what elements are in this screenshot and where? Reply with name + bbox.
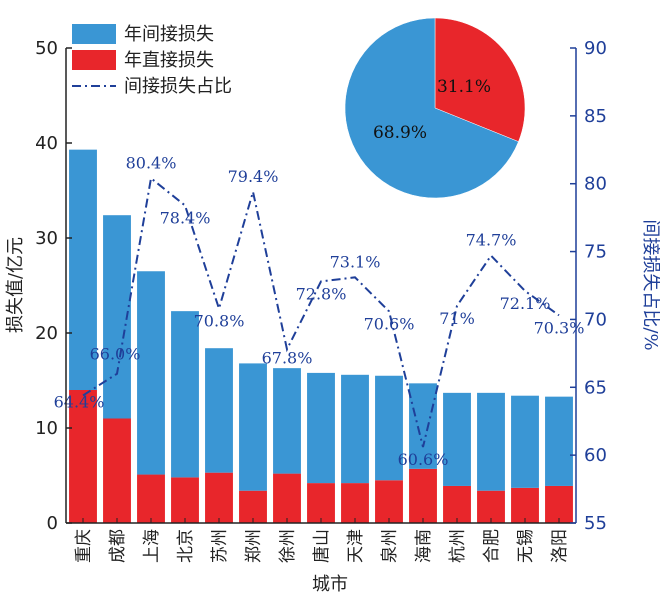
- ratio-label-10: 70.6%: [364, 314, 415, 333]
- bar-direct-7: [273, 473, 301, 523]
- ratio-label-5: 70.8%: [194, 312, 245, 331]
- y-tick-label-40: 40: [35, 133, 58, 154]
- x-tick-label-10: 泉州: [380, 529, 400, 563]
- ratio-line: [82, 176, 560, 448]
- bar-indirect-6: [239, 363, 267, 491]
- bar-indirect-9: [341, 374, 369, 484]
- x-tick-label-15: 洛阳: [550, 529, 570, 563]
- legend-label-3: 间接损失占比: [124, 76, 232, 97]
- bar-indirect-1: [69, 149, 97, 390]
- ratio-label-3: 80.4%: [126, 153, 177, 172]
- x-tick-label-12: 杭州: [448, 529, 468, 563]
- x-tick-label-6: 郑州: [244, 529, 264, 563]
- legend-swatch-2: [72, 50, 116, 70]
- x-tick-label-4: 北京: [176, 529, 196, 563]
- bar-indirect-15: [545, 396, 573, 486]
- legend-swatch-1: [72, 24, 116, 44]
- ratio-label-12: 71%: [439, 309, 475, 328]
- bar-direct-12: [443, 485, 471, 523]
- ratio-label-15: 70.3%: [534, 318, 585, 337]
- pie-label-1: 68.9%: [373, 123, 427, 143]
- ratio-label-7: 67.8%: [262, 348, 313, 367]
- legend-label-1: 年间接损失: [124, 24, 214, 45]
- pie-slice-2: [434, 17, 526, 142]
- bar-indirect-13: [477, 392, 505, 491]
- y-axis-right-title: 间接损失占比/%: [640, 219, 660, 350]
- bar-direct-13: [477, 490, 505, 523]
- bar-indirect-7: [273, 368, 301, 474]
- ratio-label-9: 73.1%: [330, 252, 381, 271]
- bar-direct-8: [307, 483, 335, 523]
- y-right-tick-label-65: 65: [584, 377, 607, 398]
- pie-slice-1: [344, 17, 519, 199]
- bar-indirect-14: [511, 395, 539, 488]
- bar-direct-11: [409, 468, 437, 523]
- y-tick-label-10: 10: [35, 418, 58, 439]
- pie-label-2: 31.1%: [437, 77, 491, 97]
- legend-label-2: 年直接损失: [124, 50, 214, 71]
- ratio-label-1: 64.4%: [54, 392, 105, 411]
- x-tick-label-5: 苏州: [210, 529, 230, 563]
- x-tick-label-1: 重庆: [74, 529, 94, 563]
- y-right-tick-label-85: 85: [584, 106, 607, 127]
- x-tick-label-3: 上海: [142, 529, 162, 563]
- y-right-tick-label-55: 55: [584, 513, 607, 534]
- y-right-tick-label-90: 90: [584, 38, 607, 59]
- bar-direct-3: [137, 474, 165, 523]
- x-tick-label-8: 唐山: [311, 529, 332, 563]
- bar-direct-4: [171, 477, 199, 523]
- x-tick-label-14: 无锡: [516, 529, 536, 563]
- x-tick-label-9: 天津: [346, 529, 366, 563]
- y-tick-label-30: 30: [35, 228, 58, 249]
- axes-group: 0 10 20 30 40 50 55 60 65 70 75 80 85 90 重庆 成都 上海 北京 苏州 郑州徐…: [35, 38, 607, 563]
- bar-direct-5: [205, 472, 233, 523]
- bar-direct-6: [239, 490, 267, 523]
- bar-direct-14: [511, 487, 539, 523]
- bar-indirect-3: [137, 271, 165, 475]
- x-tick-label-13: 合肥: [482, 529, 502, 563]
- bar-indirect-4: [171, 311, 199, 478]
- y-right-tick-label-75: 75: [584, 242, 607, 263]
- x-tick-label-11: 海南: [414, 529, 434, 563]
- y-tick-label-20: 20: [35, 323, 58, 344]
- ratio-label-11: 60.6%: [398, 450, 449, 469]
- x-tick-label-2: 成都: [108, 529, 128, 563]
- ratio-label-14: 72.1%: [500, 294, 551, 313]
- pie-chart: 31.1% 68.9%: [344, 17, 526, 199]
- ratio-label-13: 74.7%: [466, 231, 517, 250]
- ratio-label-8: 72.8%: [296, 284, 347, 303]
- y-tick-label-0: 0: [47, 513, 58, 534]
- y-axis-title: 损失值/亿元: [5, 237, 26, 333]
- bar-indirect-8: [307, 372, 335, 484]
- bar-indirect-10: [375, 375, 403, 481]
- bar-direct-1: [69, 390, 97, 523]
- y-right-tick-label-80: 80: [584, 174, 607, 195]
- y-tick-label-50: 50: [35, 38, 58, 59]
- bar-indirect-12: [443, 392, 471, 486]
- x-tick-label-7: 徐州: [278, 529, 298, 563]
- x-axis-title: 城市: [312, 574, 348, 595]
- y-right-tick-label-60: 60: [584, 445, 607, 466]
- ratio-label-4: 78.4%: [160, 208, 211, 227]
- ratio-label-6: 79.4%: [228, 167, 279, 186]
- bar-direct-9: [341, 483, 369, 523]
- bars-group: [69, 149, 573, 523]
- ratio-label-2: 66.0%: [90, 345, 141, 364]
- bar-indirect-11: [409, 383, 437, 469]
- y-right-tick-label-70: 70: [584, 309, 607, 330]
- bar-indirect-5: [205, 348, 233, 473]
- bar-direct-15: [545, 485, 573, 523]
- bar-direct-2: [103, 418, 131, 523]
- bar-direct-10: [375, 480, 403, 523]
